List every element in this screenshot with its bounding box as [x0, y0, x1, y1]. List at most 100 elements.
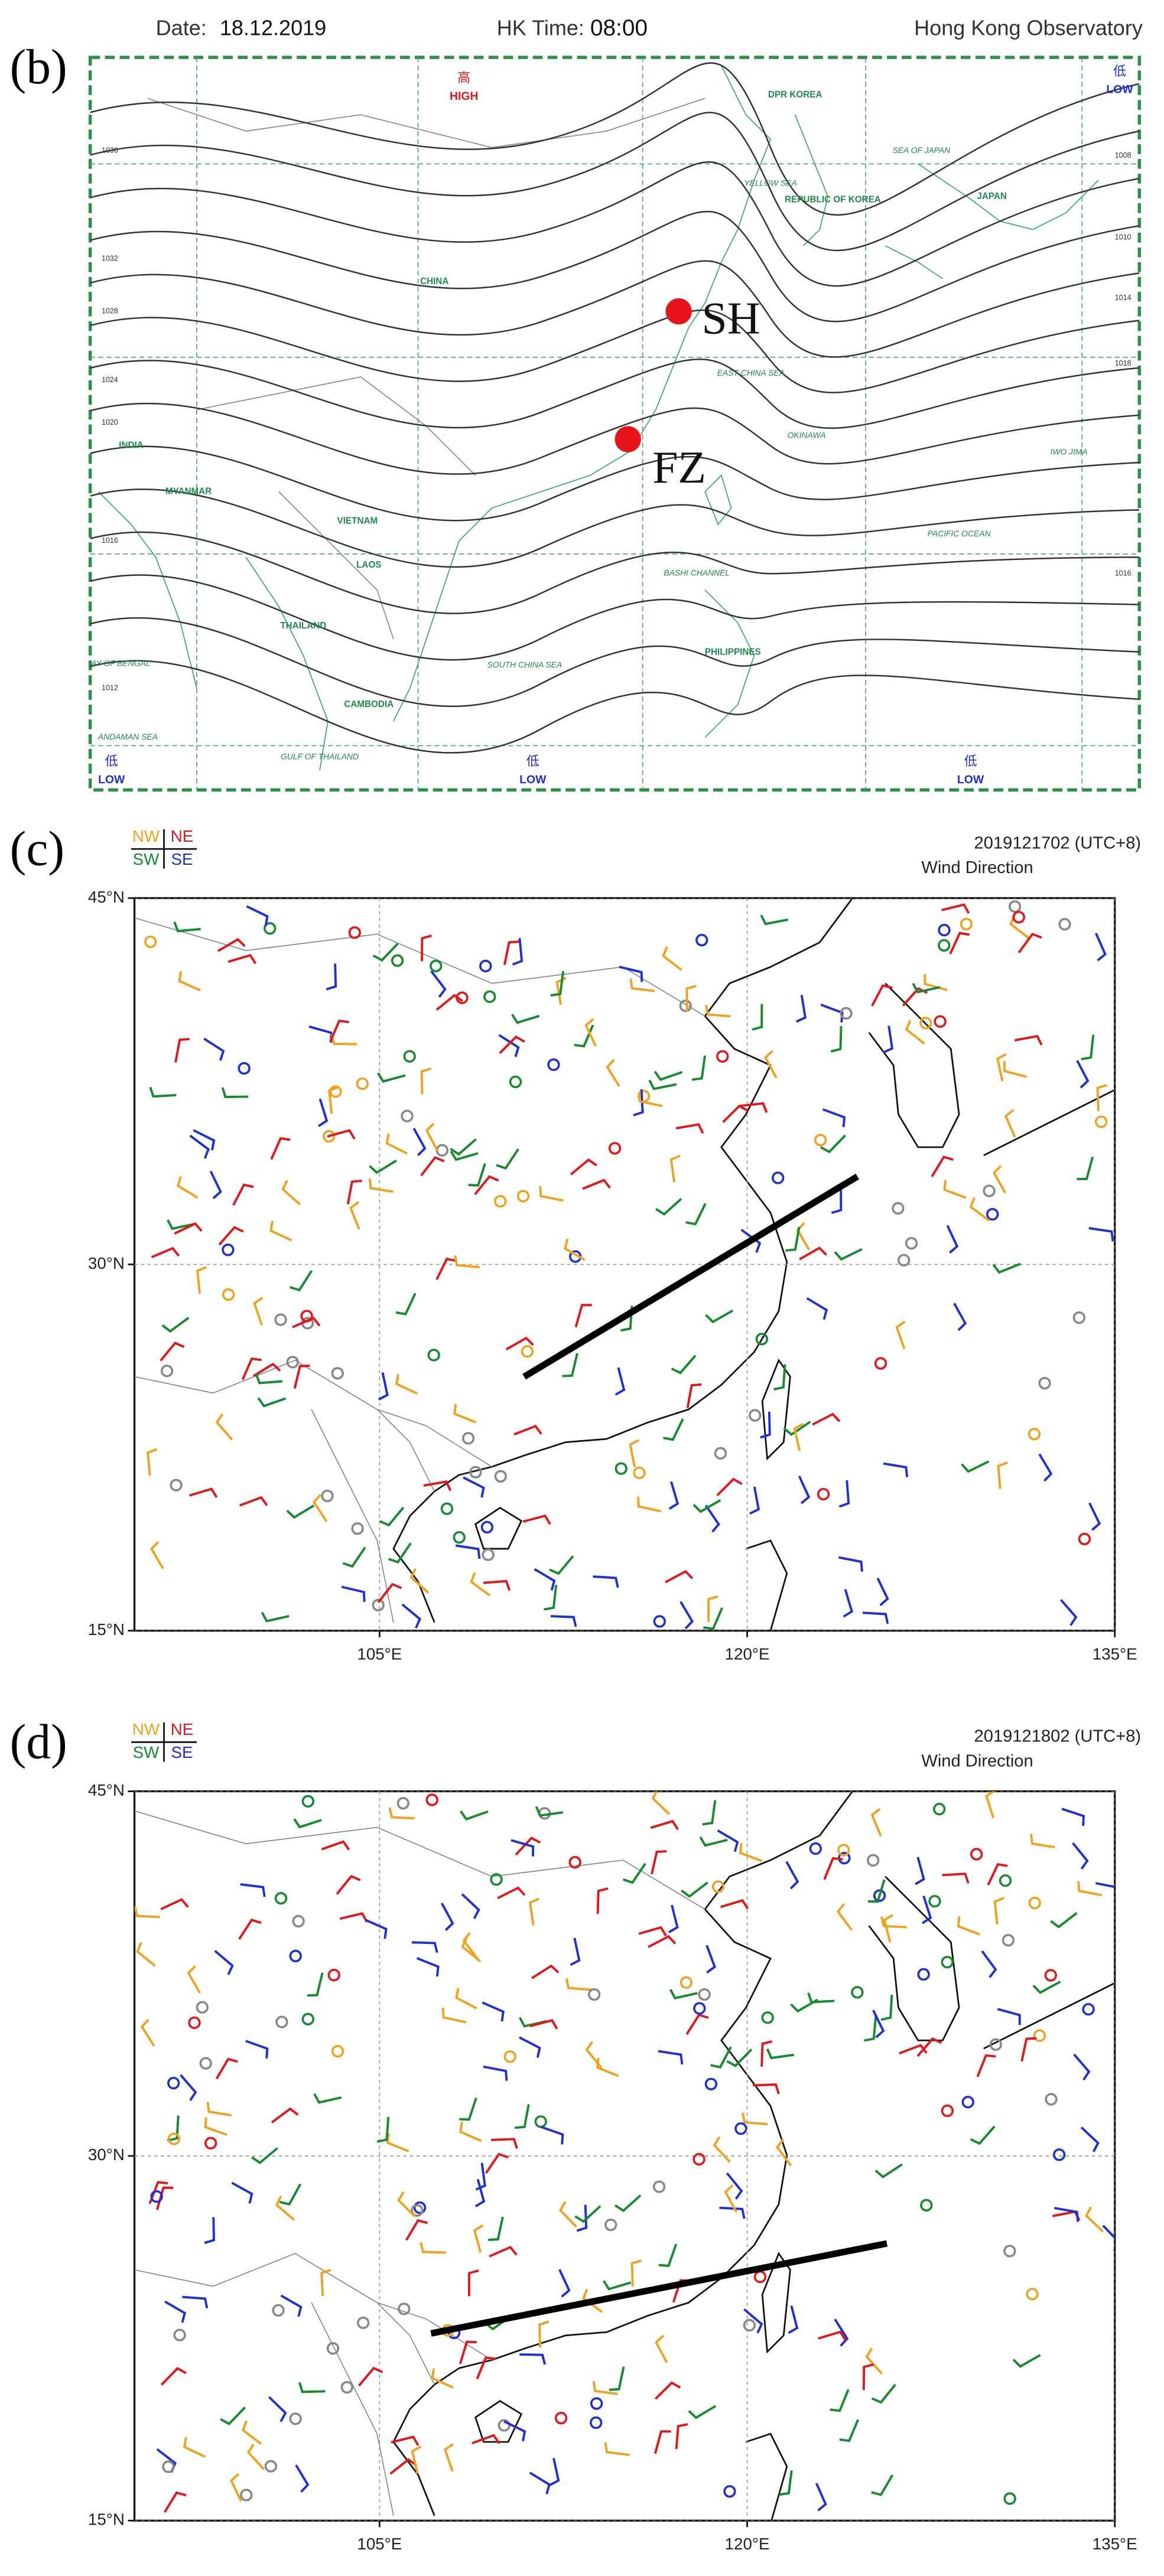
wind-barb [839, 2419, 860, 2443]
wind-barb [372, 943, 399, 962]
wind-barb [180, 2074, 197, 2101]
wind-barb [818, 2330, 847, 2341]
station-calm [919, 1017, 932, 1030]
wind-barb [871, 984, 893, 1007]
wind-barb [638, 1926, 667, 1937]
wind-barb [496, 1148, 519, 1170]
wind-barb [241, 2420, 262, 2445]
wind-barb [870, 1808, 882, 1837]
station-calm [653, 1615, 666, 1628]
wind-barb [883, 1914, 894, 1943]
wind-barb [685, 985, 697, 1012]
station-calm [274, 1313, 287, 1326]
station-calm [1072, 1311, 1086, 1324]
wind-barb [650, 1819, 679, 1831]
coastline [392, 898, 1115, 1631]
wind-barb [346, 1180, 362, 1205]
wind-barb [716, 1477, 743, 1496]
wind-barb [864, 2015, 877, 2042]
station-calm [534, 2115, 547, 2128]
wind-barb [1076, 1060, 1090, 1089]
station-calm [723, 2485, 736, 2498]
wind-barb [895, 1320, 906, 1350]
wind-barb [435, 994, 463, 1011]
wind-barb [450, 1151, 479, 1161]
station-calm [480, 1520, 494, 1534]
wind-barb [637, 1496, 662, 1513]
wind-barb [1003, 1061, 1028, 1078]
wind-barb [574, 2205, 601, 2223]
wind-barb [692, 1499, 721, 1513]
station-calm [587, 1988, 601, 2001]
marker-dot [665, 298, 692, 325]
station-calm [679, 999, 692, 1012]
station-calm [440, 1502, 454, 1515]
high-label: HIGH [450, 90, 479, 103]
wind-barb [838, 1480, 850, 1508]
low-symbol: 低 [526, 754, 539, 768]
wind-barb [368, 1178, 394, 1193]
wind-barb [505, 1336, 534, 1351]
wind-barb [298, 2382, 326, 2393]
panel-label: (d) [10, 1715, 67, 1770]
station-calm [817, 1487, 830, 1501]
wind-barb [231, 2181, 253, 2204]
wind-barb [1096, 1084, 1107, 1111]
station-calm [693, 2002, 706, 2015]
sea-label: IWO JIMA [1050, 447, 1087, 456]
wind-barb [830, 1026, 843, 1053]
wind-barb [806, 1297, 828, 1320]
wind-barb [255, 1373, 283, 1385]
wind-barb [534, 1568, 556, 1591]
station-calm [554, 2411, 568, 2425]
border [134, 1810, 705, 2516]
wind-barb [459, 2340, 477, 2365]
wind-barb [558, 2201, 577, 2228]
wind-barb [173, 921, 201, 933]
wind-barb [155, 2186, 174, 2210]
wind-barb [638, 1091, 663, 1108]
wind-barb [483, 1580, 511, 1591]
wind-barb [606, 1059, 620, 1087]
place-label: CAMBODIA [344, 699, 394, 709]
station-calm [430, 959, 443, 973]
station-calm [761, 2011, 774, 2024]
wind-barb [596, 1887, 609, 1914]
wind-barb [474, 2178, 486, 2207]
wind-barb [462, 1932, 479, 1960]
wind-barb [450, 1138, 477, 1156]
wind-barb [459, 2122, 482, 2142]
wind-barb [658, 2243, 678, 2267]
wind-barb [584, 1018, 597, 1047]
wind-barb [321, 1840, 350, 1851]
wind-barb [931, 1155, 954, 1177]
station-calm [329, 1085, 342, 1098]
station-calm [274, 1892, 288, 1905]
wind-barb [669, 1989, 698, 1999]
place-label: INDIA [119, 441, 144, 451]
wind-barb [529, 2019, 558, 2030]
wind-barb [388, 1542, 412, 1564]
wind-barb [240, 1883, 266, 1897]
place-label: CHINA [420, 276, 448, 286]
wind-barb [522, 1514, 551, 1525]
wind-barb [497, 1886, 526, 1900]
isobar [90, 112, 1140, 252]
wind-barb [880, 1994, 893, 2021]
wind-barb [593, 1575, 619, 1588]
wind-barb [992, 1262, 1021, 1274]
station-calm [960, 917, 973, 931]
wind-barb [217, 937, 246, 952]
wind-barb [1080, 2126, 1100, 2152]
wind-barb [905, 1020, 925, 1045]
wind-barb [423, 1480, 452, 1491]
station-calm [698, 1988, 711, 2001]
wind-barb [720, 1899, 749, 1910]
wind-barb [425, 1122, 438, 1151]
wind-barb [785, 1226, 801, 1252]
station-calm [983, 1184, 996, 1197]
wind-barb [992, 1165, 1006, 1194]
wind-barb [160, 1341, 185, 1362]
station-calm [503, 2050, 516, 2063]
wind-barb [633, 1089, 644, 1117]
